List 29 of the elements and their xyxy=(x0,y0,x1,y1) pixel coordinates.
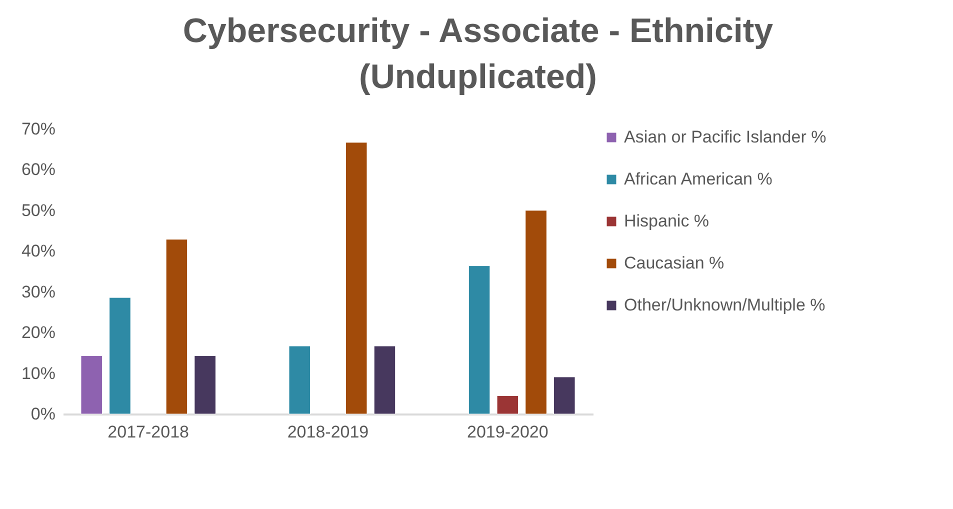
bar xyxy=(468,266,490,414)
bar xyxy=(554,376,576,414)
y-tick-label: 60% xyxy=(21,160,56,180)
bar xyxy=(496,395,519,414)
x-tick-label: 2018-2019 xyxy=(287,422,369,442)
bar xyxy=(345,142,368,414)
bar xyxy=(525,210,547,414)
x-tick-label: 2019-2020 xyxy=(467,422,548,442)
y-tick-label: 30% xyxy=(21,282,56,302)
bar xyxy=(194,356,216,414)
bar xyxy=(374,346,396,414)
legend-label: Asian or Pacific Islander % xyxy=(624,128,826,146)
y-tick-label: 70% xyxy=(21,120,56,138)
bar xyxy=(166,239,188,414)
x-tick-label: 2017-2018 xyxy=(108,422,189,442)
bar xyxy=(80,356,102,414)
y-tick-label: 40% xyxy=(21,242,56,261)
legend-label: African American % xyxy=(624,170,772,188)
bar xyxy=(288,346,311,414)
legend-label: Hispanic % xyxy=(624,212,710,230)
text: (Unduplicated) xyxy=(359,58,597,96)
y-tick-label: 0% xyxy=(30,404,56,424)
y-tick-label: 20% xyxy=(21,323,56,342)
legend-label: Caucasian % xyxy=(624,254,724,272)
y-tick-label: 50% xyxy=(21,200,56,220)
y-tick-label: 10% xyxy=(21,364,56,383)
bar xyxy=(109,297,131,414)
legend-label: Other/Unknown/Multiple % xyxy=(624,296,826,314)
text: Cybersecurity - Associate - Ethnicity xyxy=(182,12,774,50)
